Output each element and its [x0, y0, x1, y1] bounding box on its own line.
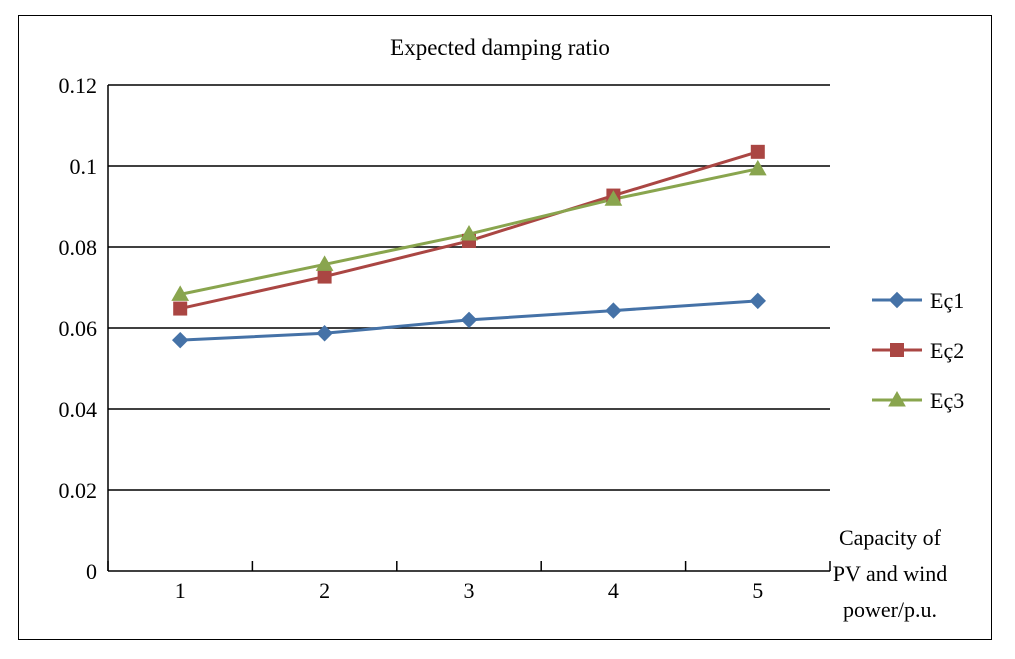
- y-tick-label: 0.1: [70, 154, 98, 179]
- x-tick-label: 5: [752, 578, 763, 603]
- y-tick-label: 0.12: [59, 73, 98, 98]
- data-point-square: [317, 269, 332, 284]
- legend-label: Eç1: [930, 288, 964, 313]
- legend-label: Eç3: [930, 388, 964, 413]
- y-tick-label: 0.08: [59, 235, 98, 260]
- data-point-diamond: [888, 291, 906, 309]
- data-point-triangle: [888, 390, 906, 407]
- data-point-diamond: [316, 325, 333, 342]
- data-point-diamond: [171, 331, 189, 349]
- y-tick-label: 0: [86, 559, 97, 584]
- data-point-square: [890, 343, 904, 357]
- chart-title: Expected damping ratio: [390, 35, 610, 60]
- data-point-diamond: [605, 302, 622, 319]
- y-tick-label: 0.06: [59, 316, 98, 341]
- x-tick-label: 4: [608, 578, 619, 603]
- data-point-square: [750, 144, 765, 159]
- data-point-square: [173, 301, 188, 316]
- y-tick-label: 0.02: [59, 478, 98, 503]
- x-tick-label: 2: [319, 578, 330, 603]
- x-tick-label: 1: [175, 578, 186, 603]
- data-point-triangle: [748, 159, 767, 176]
- legend-label: Eç2: [930, 338, 964, 363]
- data-point-triangle: [315, 255, 334, 271]
- data-point-diamond: [460, 311, 478, 329]
- x-axis-title: Capacity of PV and wind power/p.u.: [833, 525, 948, 622]
- data-point-triangle: [460, 225, 478, 241]
- data-point-diamond: [749, 292, 767, 310]
- x-tick-label: 3: [464, 578, 475, 603]
- data-point-triangle: [604, 190, 623, 206]
- data-point-triangle: [171, 285, 190, 301]
- y-tick-label: 0.04: [59, 397, 98, 422]
